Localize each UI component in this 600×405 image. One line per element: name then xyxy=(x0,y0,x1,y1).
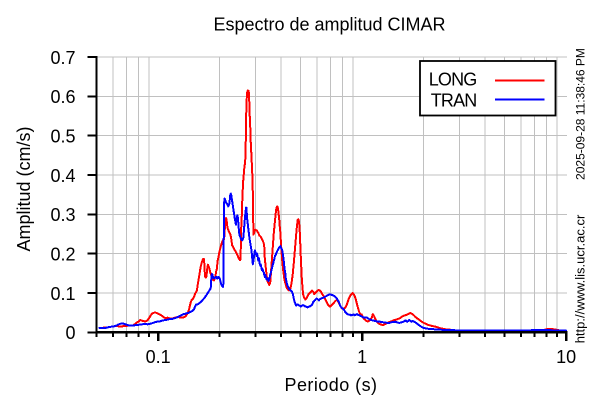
svg-text:0.1: 0.1 xyxy=(146,347,171,367)
svg-text:0.4: 0.4 xyxy=(50,166,75,186)
svg-text:10: 10 xyxy=(556,347,576,367)
svg-text:Espectro de amplitud CIMAR: Espectro de amplitud CIMAR xyxy=(213,15,445,35)
svg-text:Amplitud (cm/s): Amplitud (cm/s) xyxy=(14,126,34,251)
svg-text:0: 0 xyxy=(65,323,75,343)
svg-text:0.1: 0.1 xyxy=(50,284,75,304)
svg-text:0.3: 0.3 xyxy=(50,205,75,225)
svg-text:0.5: 0.5 xyxy=(50,127,75,147)
svg-text:0.6: 0.6 xyxy=(50,87,75,107)
svg-text:http://www.lis.ucr.ac.cr: http://www.lis.ucr.ac.cr xyxy=(573,214,588,343)
svg-text:Periodo (s): Periodo (s) xyxy=(285,375,378,395)
svg-text:0.2: 0.2 xyxy=(50,245,75,265)
svg-text:0.7: 0.7 xyxy=(50,48,75,68)
svg-text:1: 1 xyxy=(357,347,367,367)
svg-text:TRAN: TRAN xyxy=(431,90,477,110)
svg-text:LONG: LONG xyxy=(429,70,477,90)
svg-text:2025-09-28 11:38:46 PM: 2025-09-28 11:38:46 PM xyxy=(574,48,588,180)
